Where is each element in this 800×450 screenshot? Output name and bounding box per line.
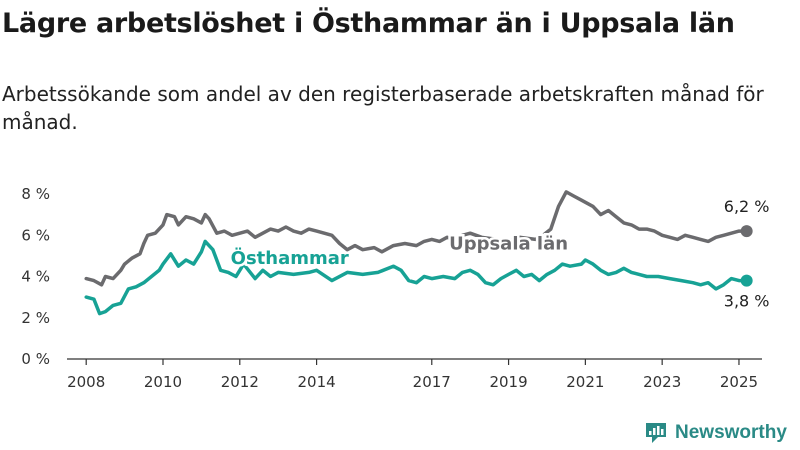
- x-tick-label: 2012: [221, 373, 259, 391]
- x-tick-label: 2023: [643, 373, 681, 391]
- end-point-marker: [740, 274, 753, 287]
- newsworthy-logo-icon: [646, 423, 666, 443]
- series-name-label: Uppsala län: [449, 234, 568, 255]
- end-value-label: 3,8 %: [724, 292, 770, 311]
- chart-title: Lägre arbetslöshet i Östhammar än i Upps…: [2, 8, 735, 39]
- y-axis: 0 % 2 % 4 % 6 % 8 %: [21, 185, 50, 368]
- uppsala-line: [84, 190, 749, 287]
- x-tick-label: 2010: [144, 373, 182, 391]
- y-tick-label: 0 %: [21, 350, 50, 368]
- newsworthy-logo: Newsworthy: [644, 420, 787, 446]
- x-tick-label: 2017: [413, 373, 451, 391]
- y-tick-label: 6 %: [21, 226, 50, 244]
- end-value-label: 6,2 %: [724, 197, 770, 216]
- y-tick-label: 4 %: [21, 268, 50, 286]
- x-tick-label: 2014: [297, 373, 335, 391]
- end-point-marker: [740, 225, 753, 238]
- y-tick-label: 2 %: [21, 309, 50, 327]
- series-labels: 6,2 % 3,8 % Uppsala län Östhammar: [228, 197, 770, 311]
- x-tick-label: 2025: [720, 373, 758, 391]
- series-lines: [84, 190, 753, 316]
- x-tick-label: 2021: [566, 373, 604, 391]
- osthammar-line: [84, 239, 749, 316]
- x-axis: 2008 2010 2012 2014 2017 2019 2021 2023 2025: [67, 358, 762, 391]
- x-tick-label: 2008: [67, 373, 105, 391]
- series-name-label: Östhammar: [231, 247, 349, 269]
- brand-name: Newsworthy: [675, 422, 787, 443]
- x-tick-label: 2019: [489, 373, 527, 391]
- y-tick-label: 8 %: [21, 185, 50, 203]
- chart-subtitle: Arbetssökande som andel av den registerb…: [2, 82, 764, 134]
